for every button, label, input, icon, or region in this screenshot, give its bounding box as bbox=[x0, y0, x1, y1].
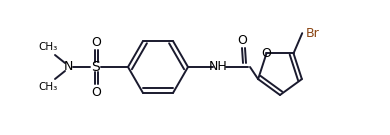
Text: Br: Br bbox=[305, 27, 319, 40]
Text: O: O bbox=[91, 85, 101, 99]
Text: O: O bbox=[262, 47, 271, 60]
Text: O: O bbox=[237, 33, 247, 46]
Text: O: O bbox=[91, 36, 101, 48]
Text: CH₃: CH₃ bbox=[38, 82, 58, 92]
Text: N: N bbox=[63, 60, 73, 73]
Text: CH₃: CH₃ bbox=[38, 42, 58, 52]
Text: S: S bbox=[92, 60, 100, 74]
Text: NH: NH bbox=[209, 60, 227, 73]
